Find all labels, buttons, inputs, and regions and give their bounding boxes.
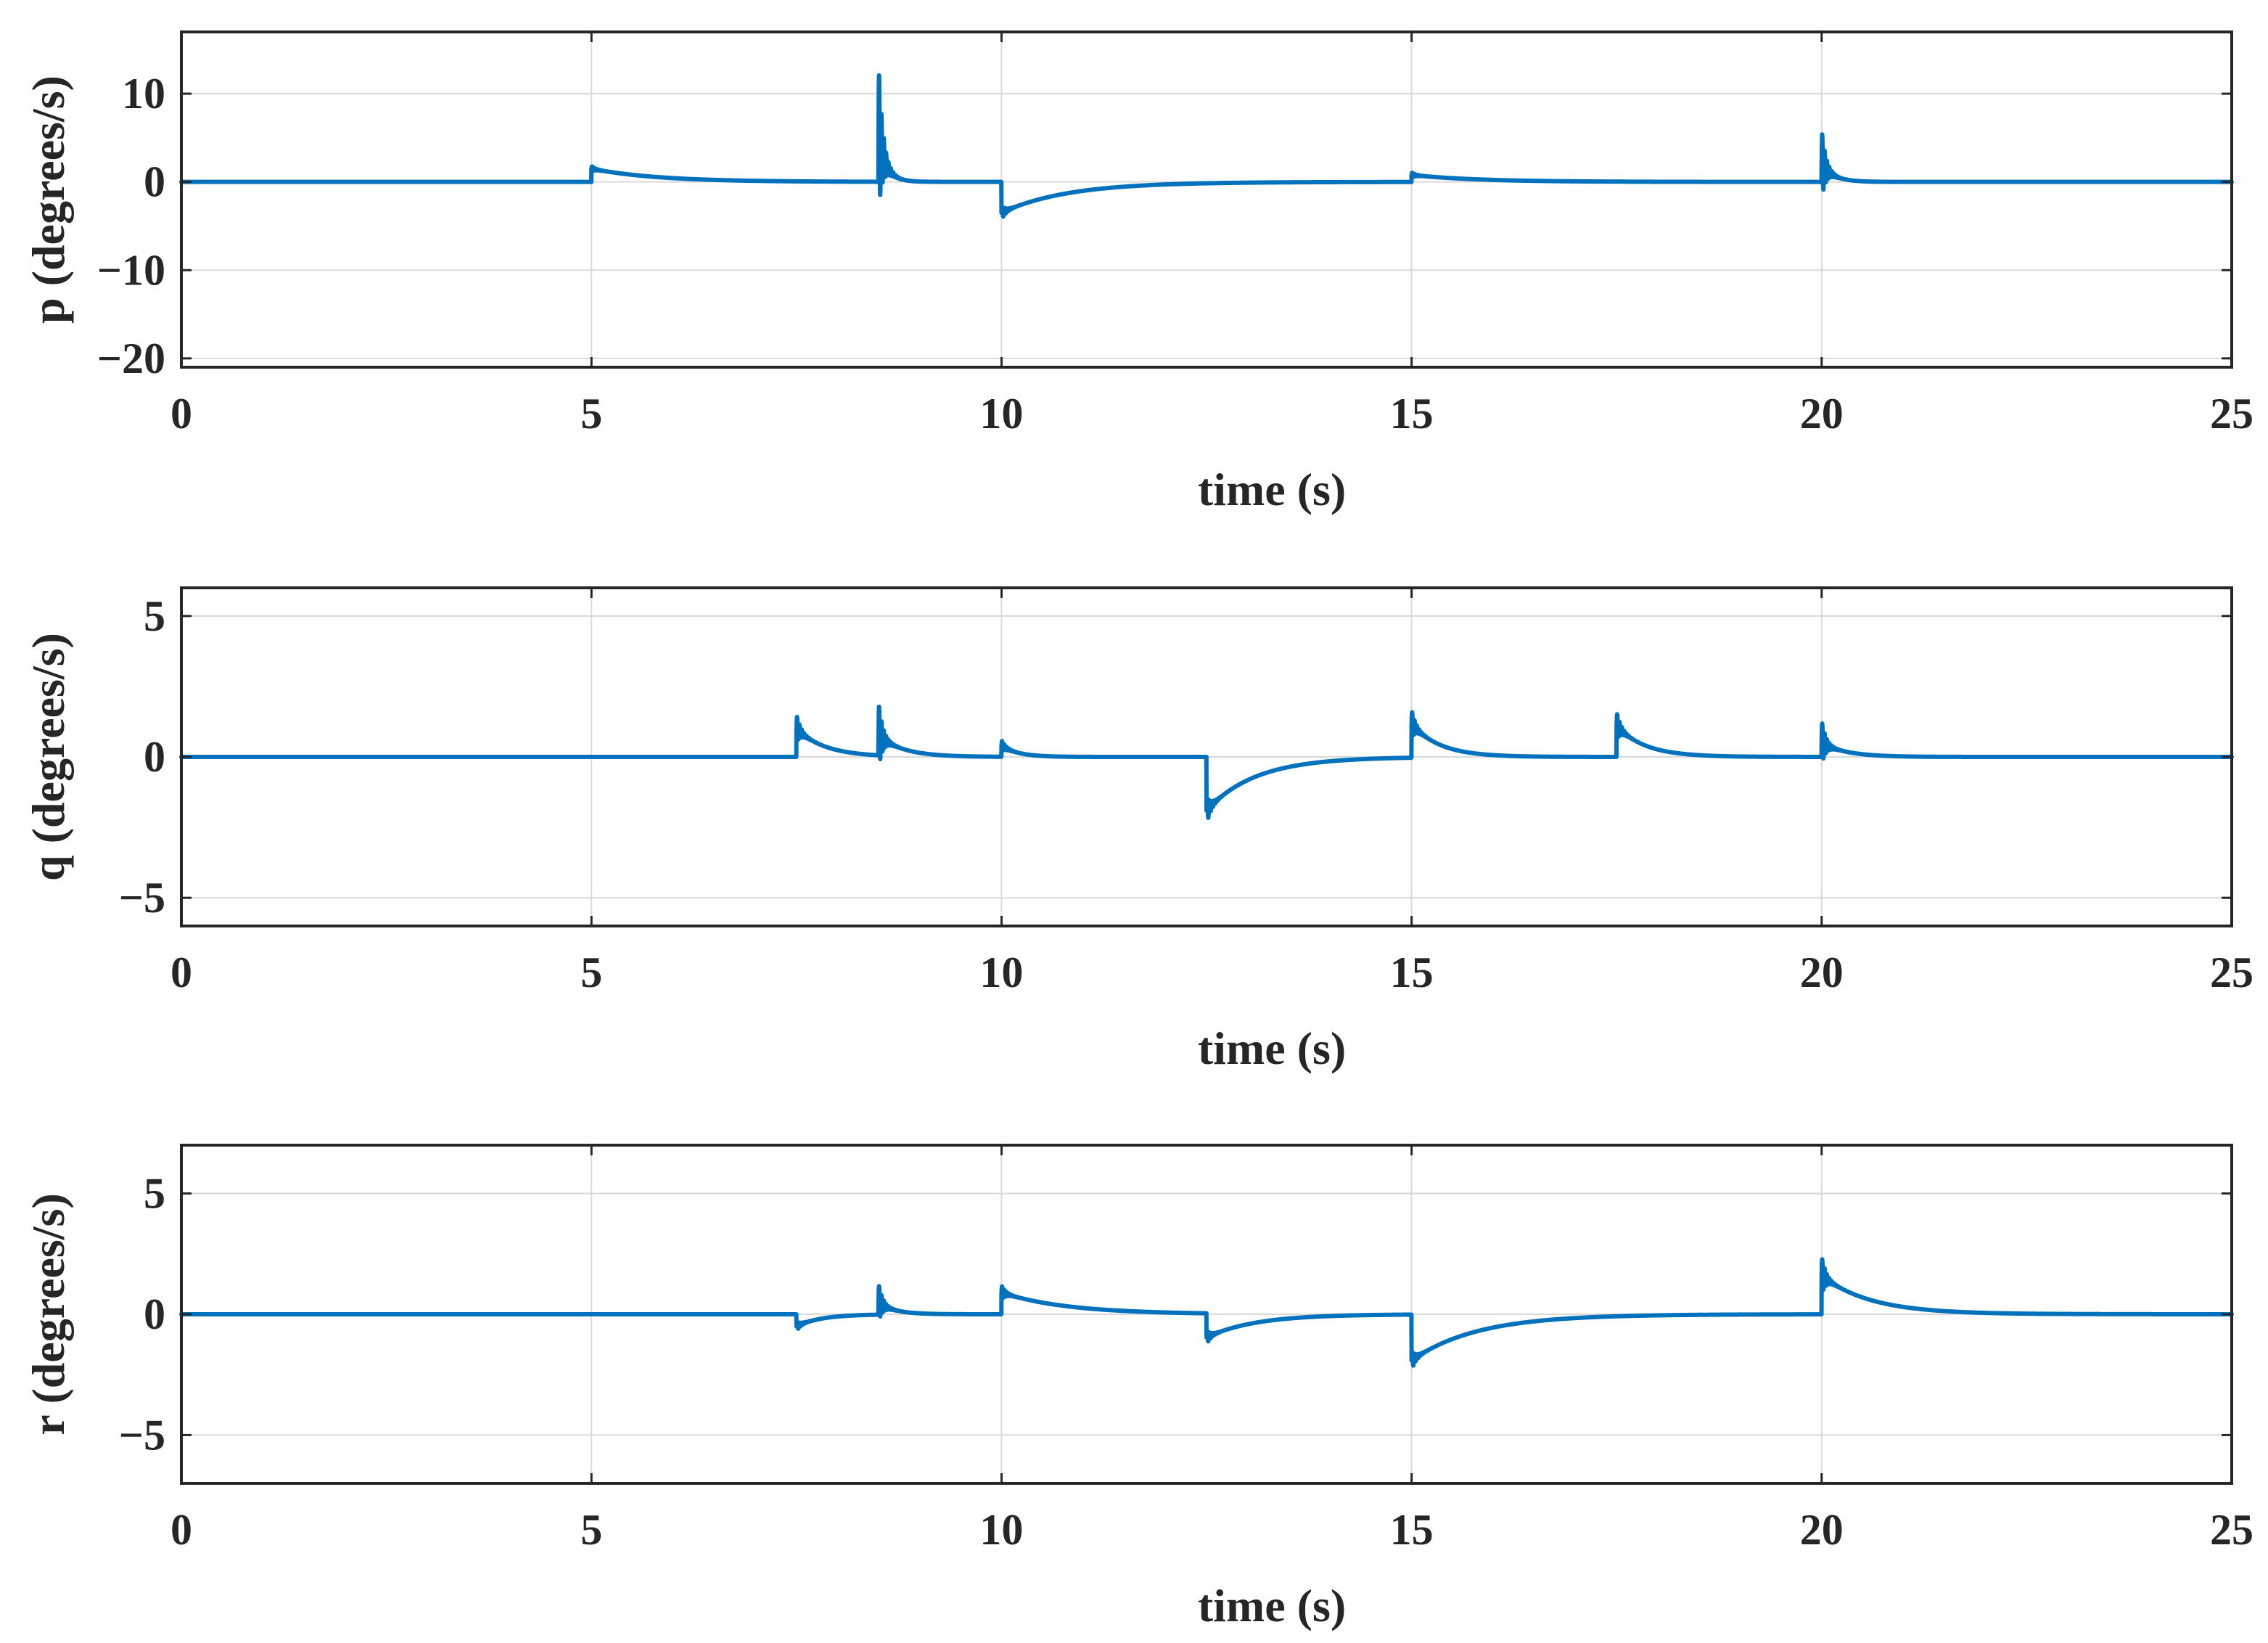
- x-tick-label: 25: [2210, 1506, 2253, 1554]
- x-axis-title: time (s): [1198, 1023, 1346, 1074]
- y-tick-label: 0: [144, 1290, 165, 1338]
- x-tick-label: 15: [1390, 1506, 1434, 1554]
- y-tick-label: 0: [144, 158, 165, 206]
- x-tick-label: 25: [2210, 390, 2253, 438]
- y-axis-title: q (degrees/s): [22, 633, 74, 881]
- y-tick-label: −5: [119, 1411, 165, 1459]
- x-tick-label: 10: [979, 390, 1023, 438]
- y-tick-label: −20: [97, 335, 165, 382]
- axes-box: [180, 30, 2233, 369]
- x-tick-label: 5: [580, 1506, 602, 1554]
- series-line: [179, 73, 2234, 219]
- x-tick-label: 20: [1800, 1506, 1844, 1554]
- y-tick-label: 10: [122, 70, 165, 118]
- x-tick-label: 0: [170, 948, 192, 996]
- x-tick-label: 0: [170, 390, 192, 438]
- x-tick-label: 10: [979, 948, 1023, 996]
- x-tick-label: 0: [170, 1506, 192, 1554]
- x-tick-label: 5: [580, 390, 602, 438]
- y-axis-title: r (degrees/s): [22, 1193, 74, 1435]
- x-tick-label: 20: [1800, 390, 1844, 438]
- y-tick-label: 5: [144, 1170, 165, 1218]
- y-tick-label: 5: [144, 592, 165, 640]
- y-tick-label: 0: [144, 733, 165, 781]
- x-tick-label: 10: [979, 1506, 1023, 1554]
- x-axis-title: time (s): [1198, 1580, 1346, 1631]
- x-tick-label: 25: [2210, 948, 2253, 996]
- x-tick-label: 20: [1800, 948, 1844, 996]
- y-tick-label: −10: [97, 246, 165, 294]
- y-axis-title: p (degrees/s): [22, 75, 74, 324]
- y-tick-label: −5: [119, 874, 165, 922]
- x-tick-label: 15: [1390, 390, 1434, 438]
- x-tick-label: 5: [580, 948, 602, 996]
- x-tick-label: 15: [1390, 948, 1434, 996]
- x-axis-title: time (s): [1198, 464, 1346, 515]
- subplot-1: 0 5 10 15 20 25 −20 −10 0 10 time (s) p (degrees/s): [22, 30, 2253, 515]
- series-line: [179, 1257, 2234, 1368]
- series-line: [179, 704, 2234, 820]
